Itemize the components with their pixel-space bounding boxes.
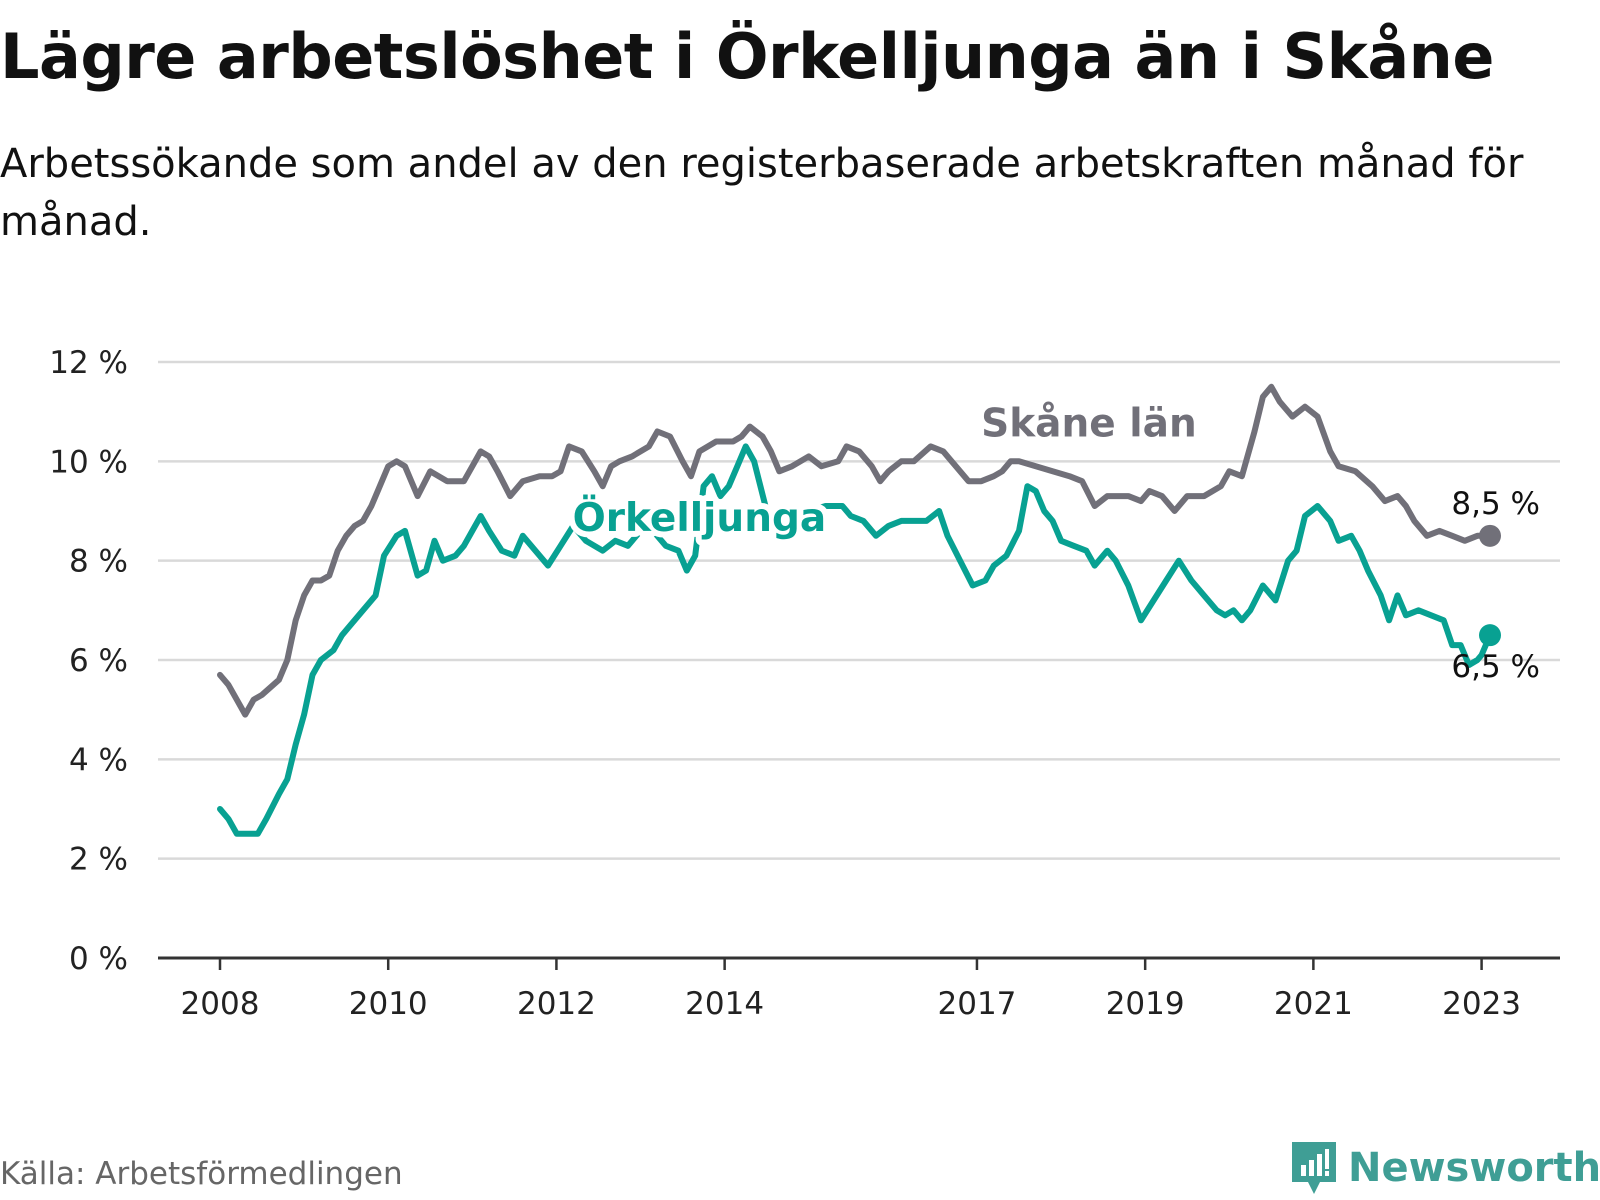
chart-subtitle: Arbetssökande som andel av den registerb… <box>0 141 1524 245</box>
brand-logo[interactable]: Newsworthy <box>1290 1140 1600 1196</box>
y-tick-label: 4 % <box>69 742 128 778</box>
series-lines <box>217 383 1501 837</box>
x-tick-label: 2008 <box>181 986 260 1022</box>
series-label-skane: Skåne län <box>981 402 1197 447</box>
source-note: Källa: Arbetsförmedlingen <box>0 1156 403 1192</box>
series-labels: 8,5 % 6,5 % Skåne län Örkelljunga <box>567 396 1540 686</box>
y-tick-label: 12 % <box>49 345 128 381</box>
x-tick-label: 2014 <box>685 986 764 1022</box>
y-tick-label: 10 % <box>49 444 128 480</box>
y-tick-label: 2 % <box>69 842 128 878</box>
line-chart: 0 % 2 % 4 % 6 % 8 % 10 % 12 % 2008 2010 2012 2014… <box>49 345 1560 1022</box>
series-line-orkelljunga <box>217 443 1493 837</box>
x-tick-label: 2017 <box>938 986 1017 1022</box>
series-line-skane <box>217 383 1493 718</box>
end-point-skane <box>1479 524 1501 547</box>
y-tick-label: 8 % <box>69 544 128 580</box>
x-tick-label: 2023 <box>1442 986 1521 1022</box>
chart-title: Lägre arbetslöshet i Örkelljunga än i Sk… <box>0 20 1494 93</box>
x-tick-label: 2021 <box>1274 986 1353 1022</box>
x-tick-label: 2012 <box>517 986 596 1022</box>
y-axis-ticks: 0 % 2 % 4 % 6 % 8 % 10 % 12 % <box>49 345 128 977</box>
series-label-orkelljunga: Örkelljunga <box>573 494 827 541</box>
y-tick-label: 0 % <box>69 941 128 977</box>
x-axis-ticks: 2008 2010 2012 2014 2017 2019 2021 2023 <box>181 958 1521 1022</box>
x-tick-label: 2019 <box>1106 986 1185 1022</box>
newsworthy-logo-icon <box>1292 1142 1336 1194</box>
x-tick-label: 2010 <box>349 986 428 1022</box>
brand-name: Newsworthy <box>1348 1145 1600 1191</box>
end-point-orkelljunga <box>1479 624 1501 647</box>
end-value-label-skane: 8,5 % <box>1451 486 1540 522</box>
end-value-label-orkelljunga: 6,5 % <box>1451 649 1540 685</box>
y-tick-label: 6 % <box>69 643 128 679</box>
